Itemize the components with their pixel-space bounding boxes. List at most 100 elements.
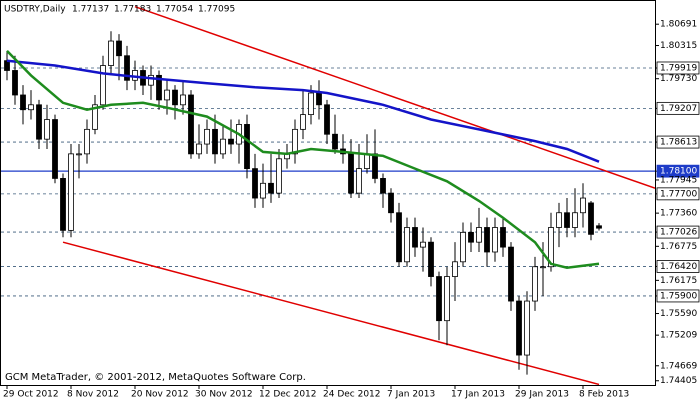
x-tick-label: 29 Oct 2012 <box>3 390 59 400</box>
candle-body <box>404 227 410 263</box>
candle-body <box>516 300 522 356</box>
candle-body <box>68 153 74 231</box>
candle-body <box>444 276 450 322</box>
candle-body <box>300 114 306 130</box>
plot-frame <box>0 0 656 386</box>
candle-body <box>316 92 322 106</box>
footer: GCM MetaTrader, © 2001-2012, MetaQuotes … <box>5 372 306 383</box>
overlay: USDTRY,Daily 1.77137 1.77183 1.77054 1.7… <box>4 5 306 384</box>
open-value: 1.77137 <box>72 5 109 15</box>
candle-body <box>52 119 58 179</box>
level-box <box>656 135 700 149</box>
candle-body <box>252 168 258 199</box>
candle-body <box>460 231 466 263</box>
x-tick-label: 30 Nov 2012 <box>195 390 253 400</box>
candle-body <box>44 119 50 140</box>
candle-body <box>364 153 370 170</box>
moving-average <box>6 50 600 269</box>
candle-body <box>420 241 426 248</box>
y-tick-label: 1.79919 <box>660 63 697 73</box>
candle-body <box>452 261 458 277</box>
y-tick-label: 1.74669 <box>660 361 697 371</box>
candle-body <box>116 40 122 57</box>
candle-body <box>108 40 114 66</box>
moving-average <box>6 59 600 163</box>
candle-body <box>468 231 474 243</box>
y-tick-label: 1.76775 <box>660 242 697 252</box>
candle-body <box>156 74 162 101</box>
candle-body <box>532 266 538 302</box>
level-box <box>656 164 700 178</box>
y-tick-label: 1.77945 <box>660 175 697 185</box>
candle-body <box>76 153 82 156</box>
x-tick-label: 12 Dec 2012 <box>259 390 317 400</box>
y-tick-label: 1.76175 <box>660 276 697 286</box>
trend-line <box>62 241 600 385</box>
candle-body <box>12 70 18 96</box>
candle-body <box>204 128 210 145</box>
x-tick-label: 29 Jan 2013 <box>515 390 569 400</box>
candle-body <box>548 227 554 268</box>
candle-body <box>124 55 130 81</box>
plot-area <box>1 5 655 385</box>
close-value: 1.77095 <box>198 5 235 15</box>
candle-body <box>588 202 594 235</box>
x-tick-label: 17 Jan 2013 <box>451 390 505 400</box>
y-tick-label: 1.75209 <box>660 331 697 341</box>
y-tick-label: 1.76420 <box>660 262 697 272</box>
candle-body <box>228 138 234 145</box>
level-box <box>656 289 700 303</box>
candle-body <box>4 60 10 71</box>
candle-body <box>188 94 194 155</box>
candle-body <box>164 89 170 101</box>
y-tick-label: 1.80315 <box>660 41 697 51</box>
candle-body <box>388 192 394 214</box>
candle-body <box>60 178 66 231</box>
candle-body <box>212 128 218 155</box>
low-value: 1.77054 <box>156 5 193 15</box>
candle-body <box>92 104 98 130</box>
y-tick-label: 1.80691 <box>660 20 697 30</box>
candle-body <box>500 227 506 248</box>
candle-body <box>20 94 26 111</box>
candle-body <box>276 158 282 194</box>
candle-body <box>572 212 578 228</box>
candle-body <box>268 182 274 194</box>
candle-body <box>356 168 362 194</box>
y-tick-label: 1.75900 <box>660 291 697 301</box>
candle-body <box>428 241 434 277</box>
candle-body <box>324 104 330 135</box>
candle-body <box>556 212 562 228</box>
candle-body <box>484 227 490 253</box>
candle-body <box>148 74 154 86</box>
trend-line <box>134 5 655 189</box>
candle-body <box>348 153 354 194</box>
x-tick-label: 24 Dec 2012 <box>323 390 381 400</box>
candle-body <box>380 178 386 194</box>
y-tick-label: 1.77026 <box>660 228 697 238</box>
candle-body <box>476 227 482 243</box>
candle-body <box>396 212 402 263</box>
candle-body <box>596 225 602 229</box>
candle-body <box>580 197 586 214</box>
candle-body <box>508 246 514 302</box>
candle-body <box>372 153 378 179</box>
y-tick-label: 1.79730 <box>660 74 697 84</box>
candle-body <box>260 182 266 199</box>
y-tick-label: 1.74405 <box>660 376 697 386</box>
y-tick-label: 1.75590 <box>660 309 697 319</box>
level-box <box>656 225 700 239</box>
candle-body <box>412 227 418 248</box>
chart-title: USDTRY,Daily <box>4 5 66 15</box>
x-tick-label: 7 Jan 2013 <box>387 390 435 400</box>
candle-body <box>308 92 314 116</box>
high-value: 1.77183 <box>114 5 151 15</box>
candle-body <box>564 212 570 228</box>
x-tick-label: 8 Nov 2012 <box>67 390 119 400</box>
candle-body <box>84 128 90 155</box>
candle-body <box>332 133 338 150</box>
candle-body <box>292 128 298 155</box>
candle-body <box>36 104 42 140</box>
y-tick-label: 1.79207 <box>660 104 697 114</box>
